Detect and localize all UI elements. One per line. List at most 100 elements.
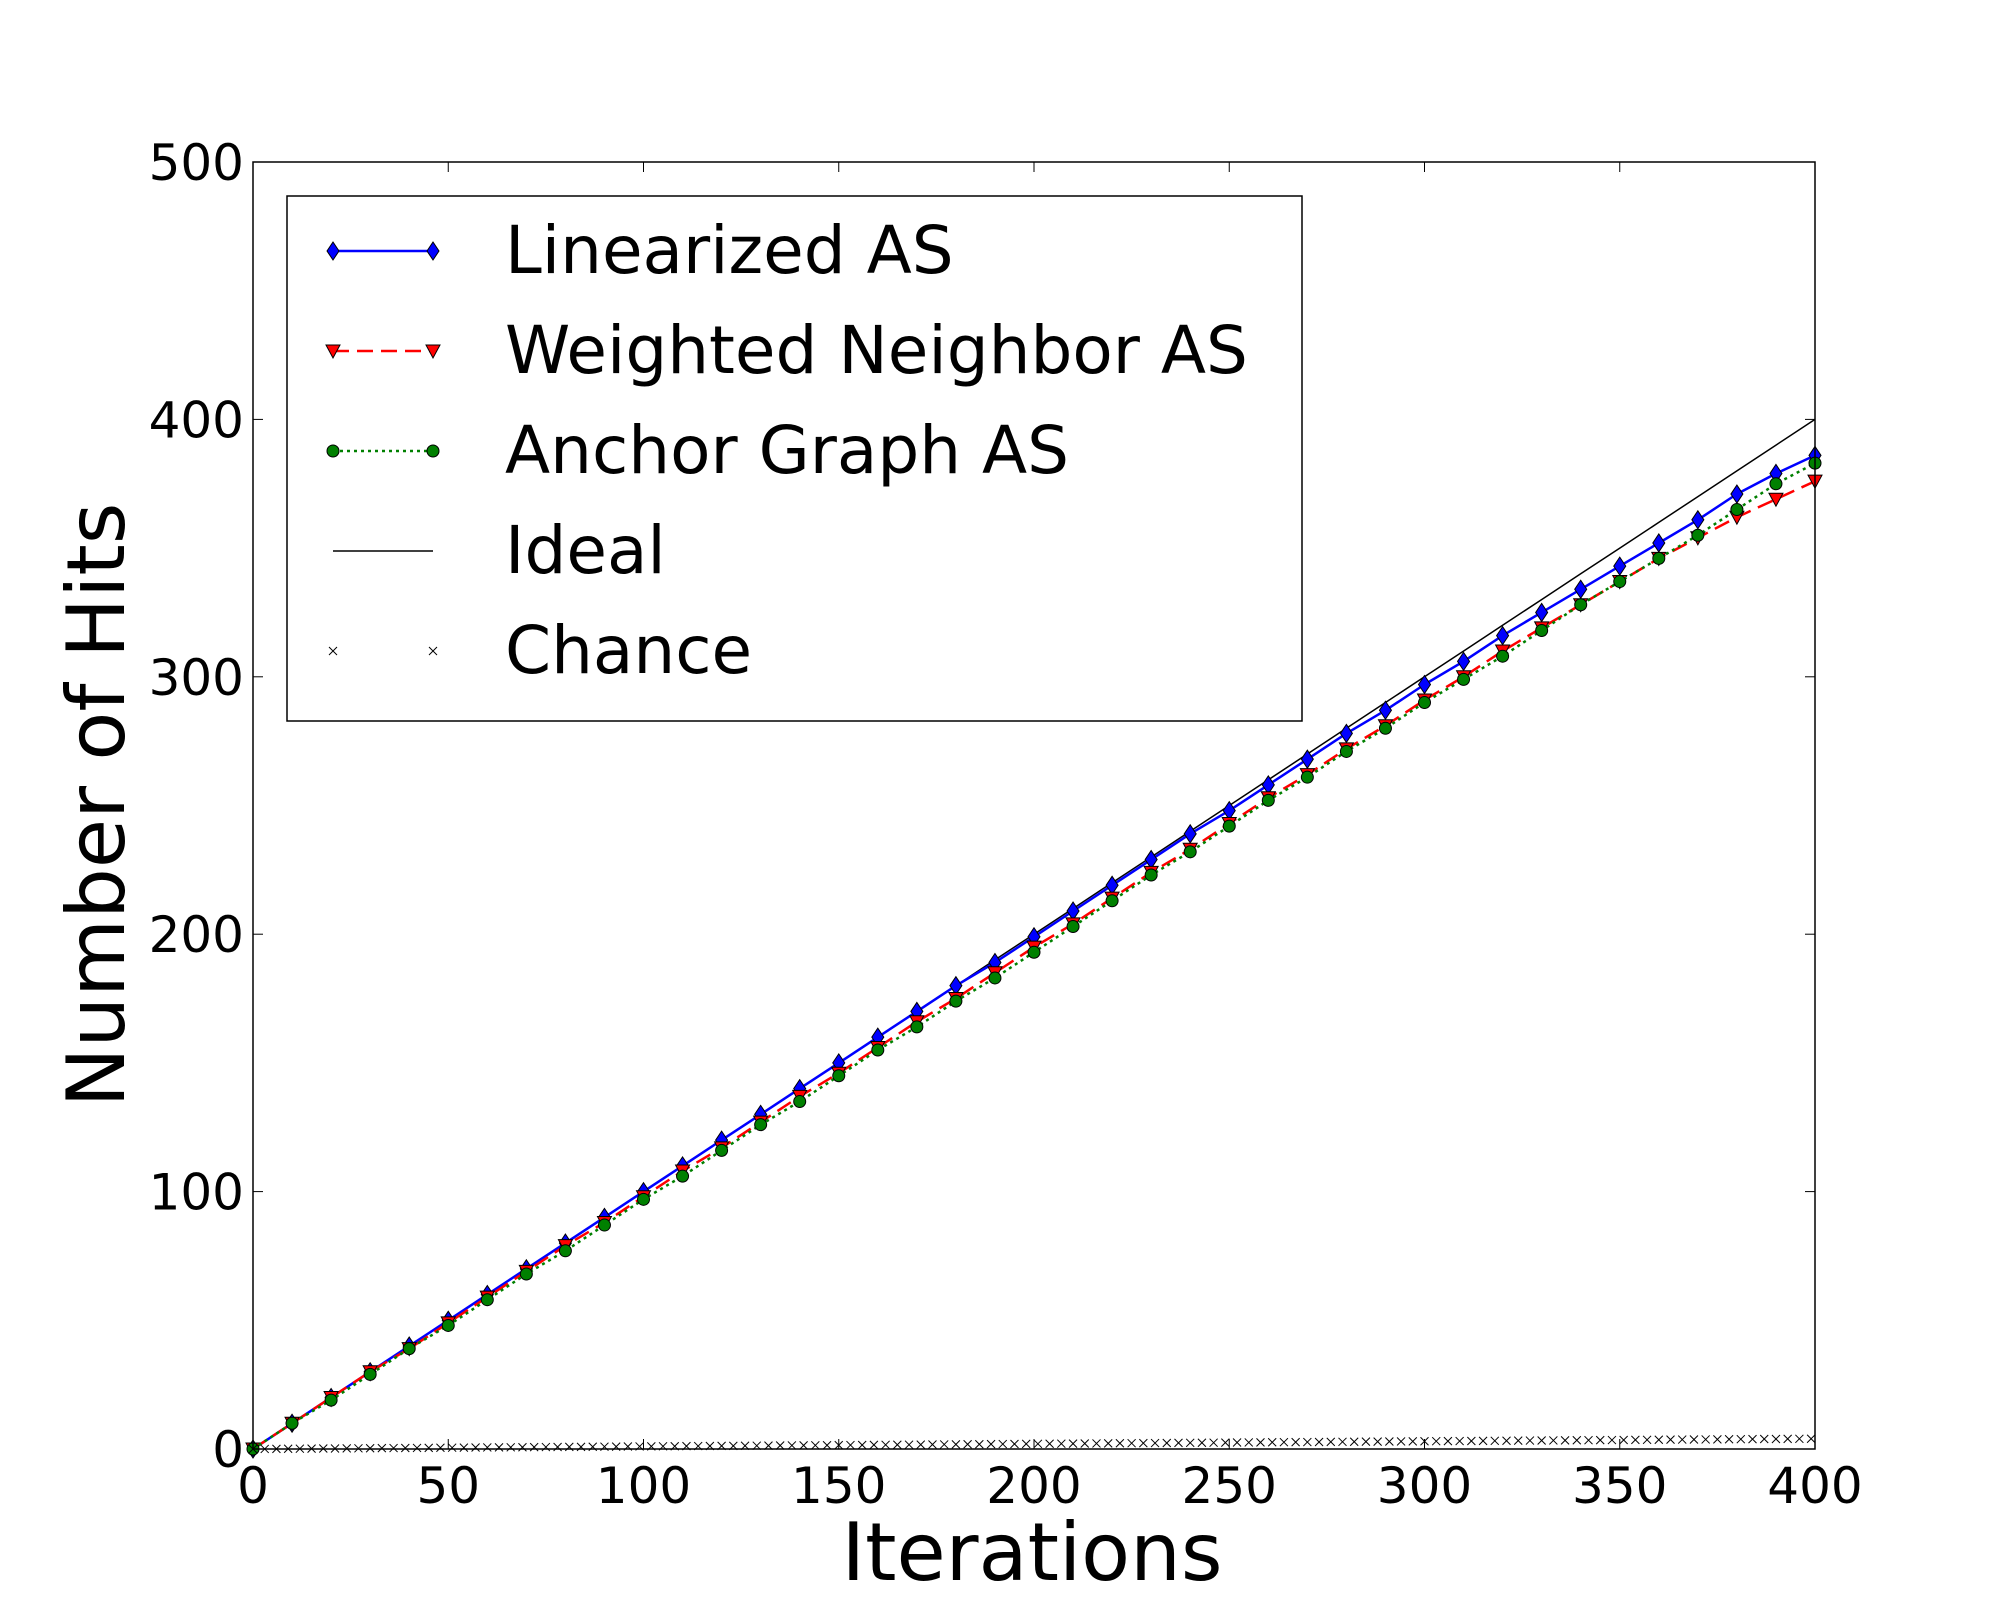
- point-linearized-as: [949, 975, 963, 996]
- point-anchor-graph-as: [1574, 598, 1588, 612]
- point-chance-stroke-b: [471, 1443, 480, 1452]
- legend-entry-linearized-as: Linearized AS: [326, 212, 954, 289]
- point-chance: [892, 1440, 902, 1450]
- point-chance-stroke-b: [1513, 1436, 1523, 1446]
- point-chance-stroke-b: [1326, 1437, 1336, 1447]
- point-anchor-graph-as: [1378, 721, 1392, 735]
- point-chance-stroke-b: [1314, 1437, 1324, 1447]
- point-chance: [1549, 1436, 1558, 1445]
- point-chance: [1010, 1439, 1019, 1449]
- point-chance-stroke-b: [810, 1440, 820, 1450]
- point-chance-stroke-b: [436, 1443, 445, 1453]
- point-chance-stroke-b: [1033, 1439, 1043, 1449]
- point-linearized-as: [1105, 875, 1119, 896]
- point-chance-stroke-b: [928, 1440, 937, 1449]
- point-chance-stroke-b: [412, 1443, 422, 1453]
- point-anchor-graph-as: [1496, 649, 1510, 663]
- x-tick-label: 150: [791, 1457, 886, 1515]
- point-chance: [1209, 1438, 1218, 1448]
- point-chance: [541, 1442, 551, 1452]
- point-chance: [1291, 1437, 1300, 1447]
- point-chance-stroke-b: [1302, 1437, 1312, 1447]
- point-chance-stroke-b: [1373, 1437, 1382, 1446]
- point-chance-stroke-b: [1068, 1439, 1078, 1448]
- point-anchor-graph-as: [1105, 894, 1119, 908]
- legend-entry-chance: Chance: [328, 612, 752, 689]
- point-chance-stroke-b: [1103, 1439, 1113, 1448]
- point-linearized-as: [1574, 579, 1588, 600]
- point-chance-stroke-b: [1759, 1434, 1769, 1444]
- point-anchor-graph-as: [637, 1192, 650, 1206]
- point-chance: [1642, 1435, 1652, 1445]
- point-chance: [1502, 1436, 1511, 1446]
- point-linearized-as: [1222, 800, 1236, 821]
- point-chance: [1256, 1438, 1265, 1447]
- point-chance: [1279, 1437, 1289, 1447]
- point-chance-stroke-b: [1502, 1436, 1511, 1446]
- point-chance-stroke-b: [518, 1442, 527, 1452]
- point-chance-stroke-b: [1127, 1438, 1136, 1448]
- point-chance: [1162, 1438, 1172, 1448]
- point-linearized-as: [1456, 651, 1471, 672]
- point-chance: [1045, 1439, 1054, 1449]
- point-chance-stroke-b: [939, 1440, 949, 1449]
- point-chance: [1748, 1434, 1757, 1444]
- point-chance: [1795, 1434, 1804, 1444]
- legend-label-anchor-graph-as: Anchor Graph AS: [505, 412, 1069, 489]
- point-chance: [1467, 1436, 1476, 1446]
- point-chance: [1584, 1435, 1593, 1445]
- point-chance-stroke-b: [1795, 1434, 1804, 1444]
- point-chance-stroke-b: [1677, 1435, 1687, 1444]
- point-chance-stroke-b: [1232, 1438, 1242, 1447]
- point-chance: [1513, 1436, 1523, 1446]
- point-anchor-graph-as: [988, 971, 1002, 985]
- point-chance: [1455, 1436, 1464, 1446]
- point-chance-stroke-b: [1338, 1437, 1347, 1447]
- point-chance-stroke-b: [1431, 1436, 1441, 1446]
- y-axis-label: Number of Hits: [50, 503, 143, 1108]
- point-chance-stroke-b: [1185, 1438, 1195, 1448]
- point-chance: [916, 1440, 926, 1449]
- point-chance-stroke-b: [775, 1441, 785, 1450]
- point-chance: [1056, 1439, 1066, 1449]
- x-tick-label: 50: [416, 1457, 480, 1515]
- point-chance-stroke-b: [529, 1442, 539, 1452]
- point-chance: [1783, 1434, 1793, 1444]
- point-chance-stroke-b: [494, 1443, 504, 1452]
- point-chance-stroke-b: [1396, 1437, 1406, 1446]
- point-chance: [1677, 1435, 1687, 1444]
- point-chance: [1408, 1437, 1418, 1446]
- legend-marker-weighted-neighbor-as: [325, 344, 341, 360]
- point-chance-stroke-b: [1162, 1438, 1172, 1448]
- point-chance: [365, 1443, 375, 1453]
- point-chance-stroke-b: [1748, 1434, 1757, 1444]
- point-chance-stroke-b: [963, 1439, 972, 1449]
- point-linearized-as: [1378, 700, 1393, 721]
- point-chance: [1361, 1437, 1371, 1447]
- point-chance-stroke-b: [1138, 1438, 1148, 1448]
- point-chance-stroke-b: [857, 1440, 867, 1450]
- point-anchor-graph-as: [1066, 919, 1080, 933]
- legend-marker-chance: [328, 646, 338, 656]
- point-chance-stroke-b: [892, 1440, 902, 1450]
- point-chance-stroke-b: [1056, 1439, 1066, 1449]
- point-linearized-as: [1417, 674, 1432, 695]
- point-chance-stroke-b: [1385, 1437, 1394, 1446]
- point-chance: [400, 1443, 410, 1453]
- point-chance: [1701, 1435, 1711, 1444]
- point-chance: [1150, 1438, 1160, 1448]
- point-anchor-graph-as: [832, 1069, 846, 1083]
- point-chance: [1232, 1438, 1242, 1447]
- y-tick-label: 300: [149, 649, 244, 707]
- point-chance: [904, 1440, 914, 1450]
- point-chance-stroke-b: [1595, 1435, 1605, 1445]
- point-chance-stroke-b: [881, 1440, 890, 1450]
- point-chance-stroke-b: [1115, 1438, 1125, 1448]
- x-tick-label: 100: [596, 1457, 691, 1515]
- point-chance: [494, 1443, 504, 1452]
- point-anchor-graph-as: [441, 1318, 455, 1332]
- point-weighted-neighbor-as: [1768, 492, 1784, 508]
- point-chance: [1478, 1436, 1488, 1446]
- point-chance-stroke-b: [1361, 1437, 1371, 1447]
- point-chance-stroke-b: [1197, 1438, 1207, 1448]
